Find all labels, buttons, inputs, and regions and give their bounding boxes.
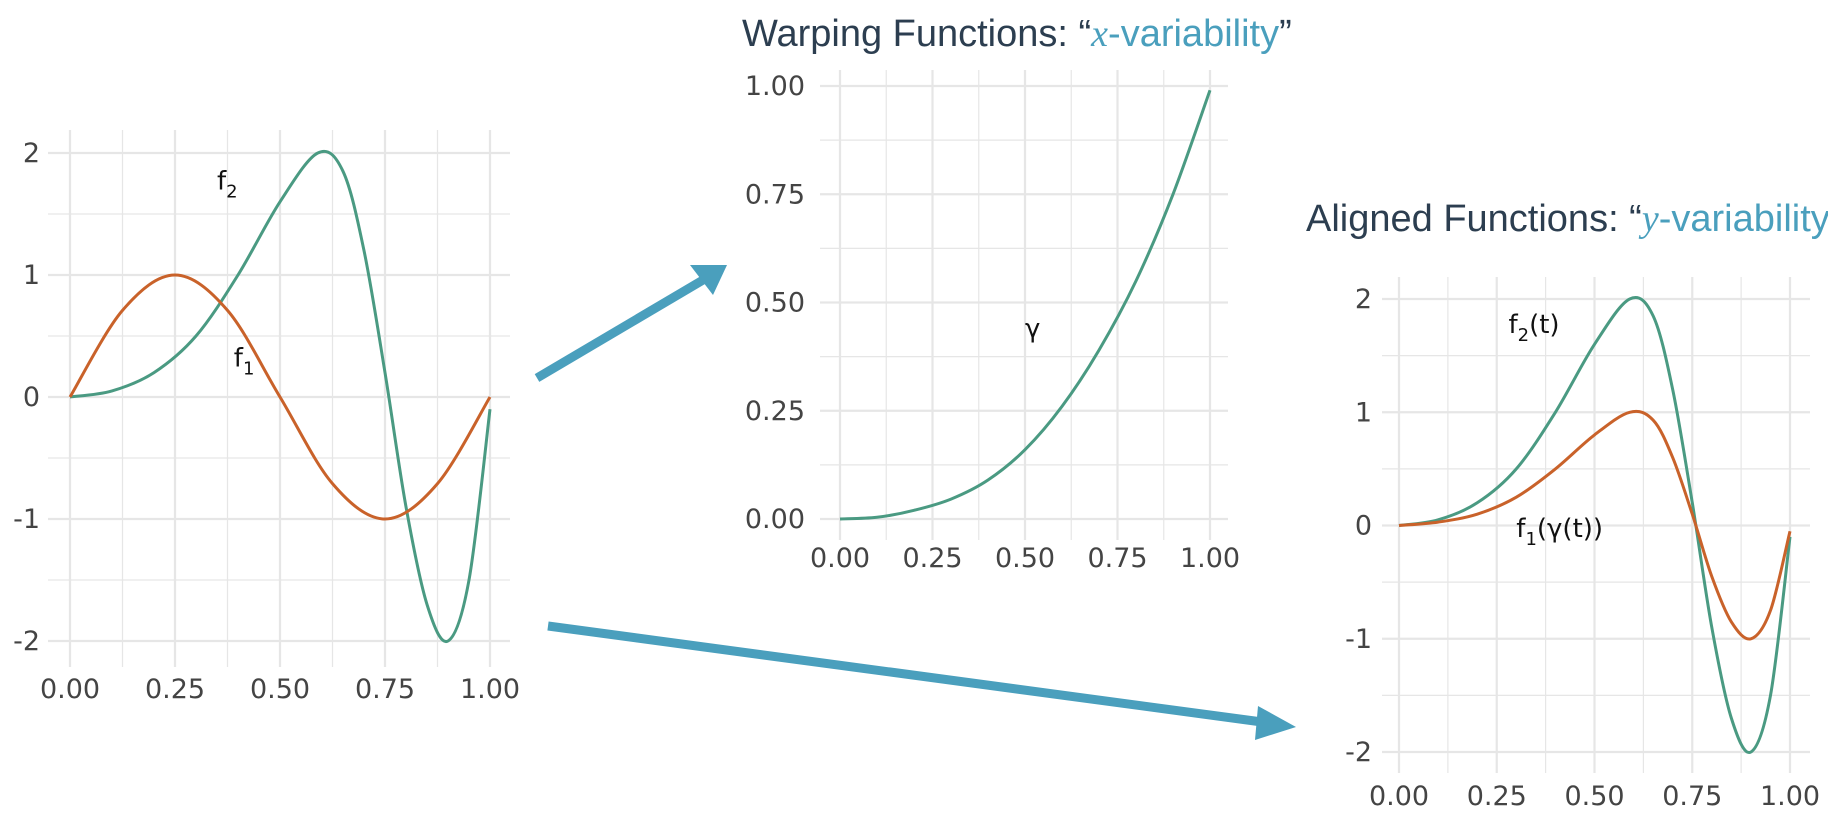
aligned-functions-chart: 0.00 0.25 0.50 0.75 1.00 2 1 0 -1 -2 f2(t) f1(γ(t)) [1345, 277, 1820, 812]
aligned-title-suffix: -variability [1659, 198, 1828, 240]
arrow-to-warping-shaft [534, 276, 706, 382]
x-tick-label: 1.00 [460, 674, 520, 705]
arrow-to-aligned-shaft [547, 621, 1263, 727]
y-tick-label: -1 [1345, 624, 1372, 655]
y-tick-label: 0 [1355, 511, 1372, 542]
y-tick-label: 0 [23, 382, 40, 413]
x-tick-label: 0.00 [1369, 781, 1429, 812]
curve-label: f2(t) [1508, 310, 1559, 346]
aligned-title-var: y [1638, 198, 1659, 240]
x-tick-label: 0.50 [250, 674, 310, 705]
x-tick-label: 0.50 [1564, 781, 1624, 812]
x-tick-label: 1.00 [1180, 543, 1240, 574]
aligned-title-prefix: Aligned Functions: “ [1306, 198, 1642, 240]
original-functions-chart: 0.00 0.25 0.50 0.75 1.00 2 1 0 -1 -2 f2 f1 [13, 130, 520, 705]
warping-function-chart: 0.00 0.25 0.50 0.75 1.00 1.00 0.75 0.50 0.25 0.00… [745, 70, 1240, 574]
warping-title-suffix: -variability [1108, 13, 1279, 55]
x-tick-label: 0.75 [1662, 781, 1722, 812]
curve-label: f1(γ(t)) [1516, 514, 1603, 550]
curve-label: f2 [217, 167, 238, 203]
aligned-title: Aligned Functions: “y-variability” [1306, 198, 1828, 240]
series-line [839, 89, 1212, 521]
curve-label: γ [1025, 314, 1040, 344]
arrow-to-aligned-head [1255, 706, 1296, 740]
y-tick-label: 0.75 [745, 179, 805, 210]
y-tick-label: 0.50 [745, 288, 805, 319]
x-tick-label: 0.00 [810, 543, 870, 574]
y-tick-label: 2 [23, 138, 40, 169]
warping-title-var: x [1090, 13, 1108, 55]
y-tick-label: 1 [1355, 397, 1372, 428]
x-tick-label: 0.25 [1467, 781, 1527, 812]
x-tick-label: 0.75 [355, 674, 415, 705]
series-line [1398, 409, 1792, 641]
arrow-to-warping-head [690, 265, 727, 295]
warping-title-prefix: Warping Functions: “ [742, 13, 1091, 55]
warping-title: Warping Functions: “x-variability” [742, 13, 1292, 55]
warping-title-close: ” [1279, 13, 1292, 55]
x-tick-label: 1.00 [1760, 781, 1820, 812]
curve-label: f1 [234, 344, 255, 380]
series-line [69, 149, 492, 644]
y-tick-label: 0.00 [745, 504, 805, 535]
y-tick-label: -2 [1345, 737, 1372, 768]
x-tick-label: 0.50 [995, 543, 1055, 574]
grid [48, 130, 510, 667]
x-tick-label: 0.25 [145, 674, 205, 705]
x-tick-label: 0.75 [1087, 543, 1147, 574]
grid [820, 70, 1228, 540]
arrow-to-aligned [547, 621, 1296, 740]
x-tick-label: 0.00 [40, 674, 100, 705]
x-tick-label: 0.25 [902, 543, 962, 574]
y-tick-label: -2 [13, 626, 40, 657]
y-tick-label: -1 [13, 504, 40, 535]
series-line [68, 273, 492, 521]
series-line [1398, 296, 1792, 754]
y-tick-label: 1.00 [745, 71, 805, 102]
arrow-to-warping [534, 265, 727, 382]
y-tick-label: 2 [1355, 284, 1372, 315]
y-tick-label: 0.25 [745, 396, 805, 427]
y-tick-label: 1 [23, 260, 40, 291]
